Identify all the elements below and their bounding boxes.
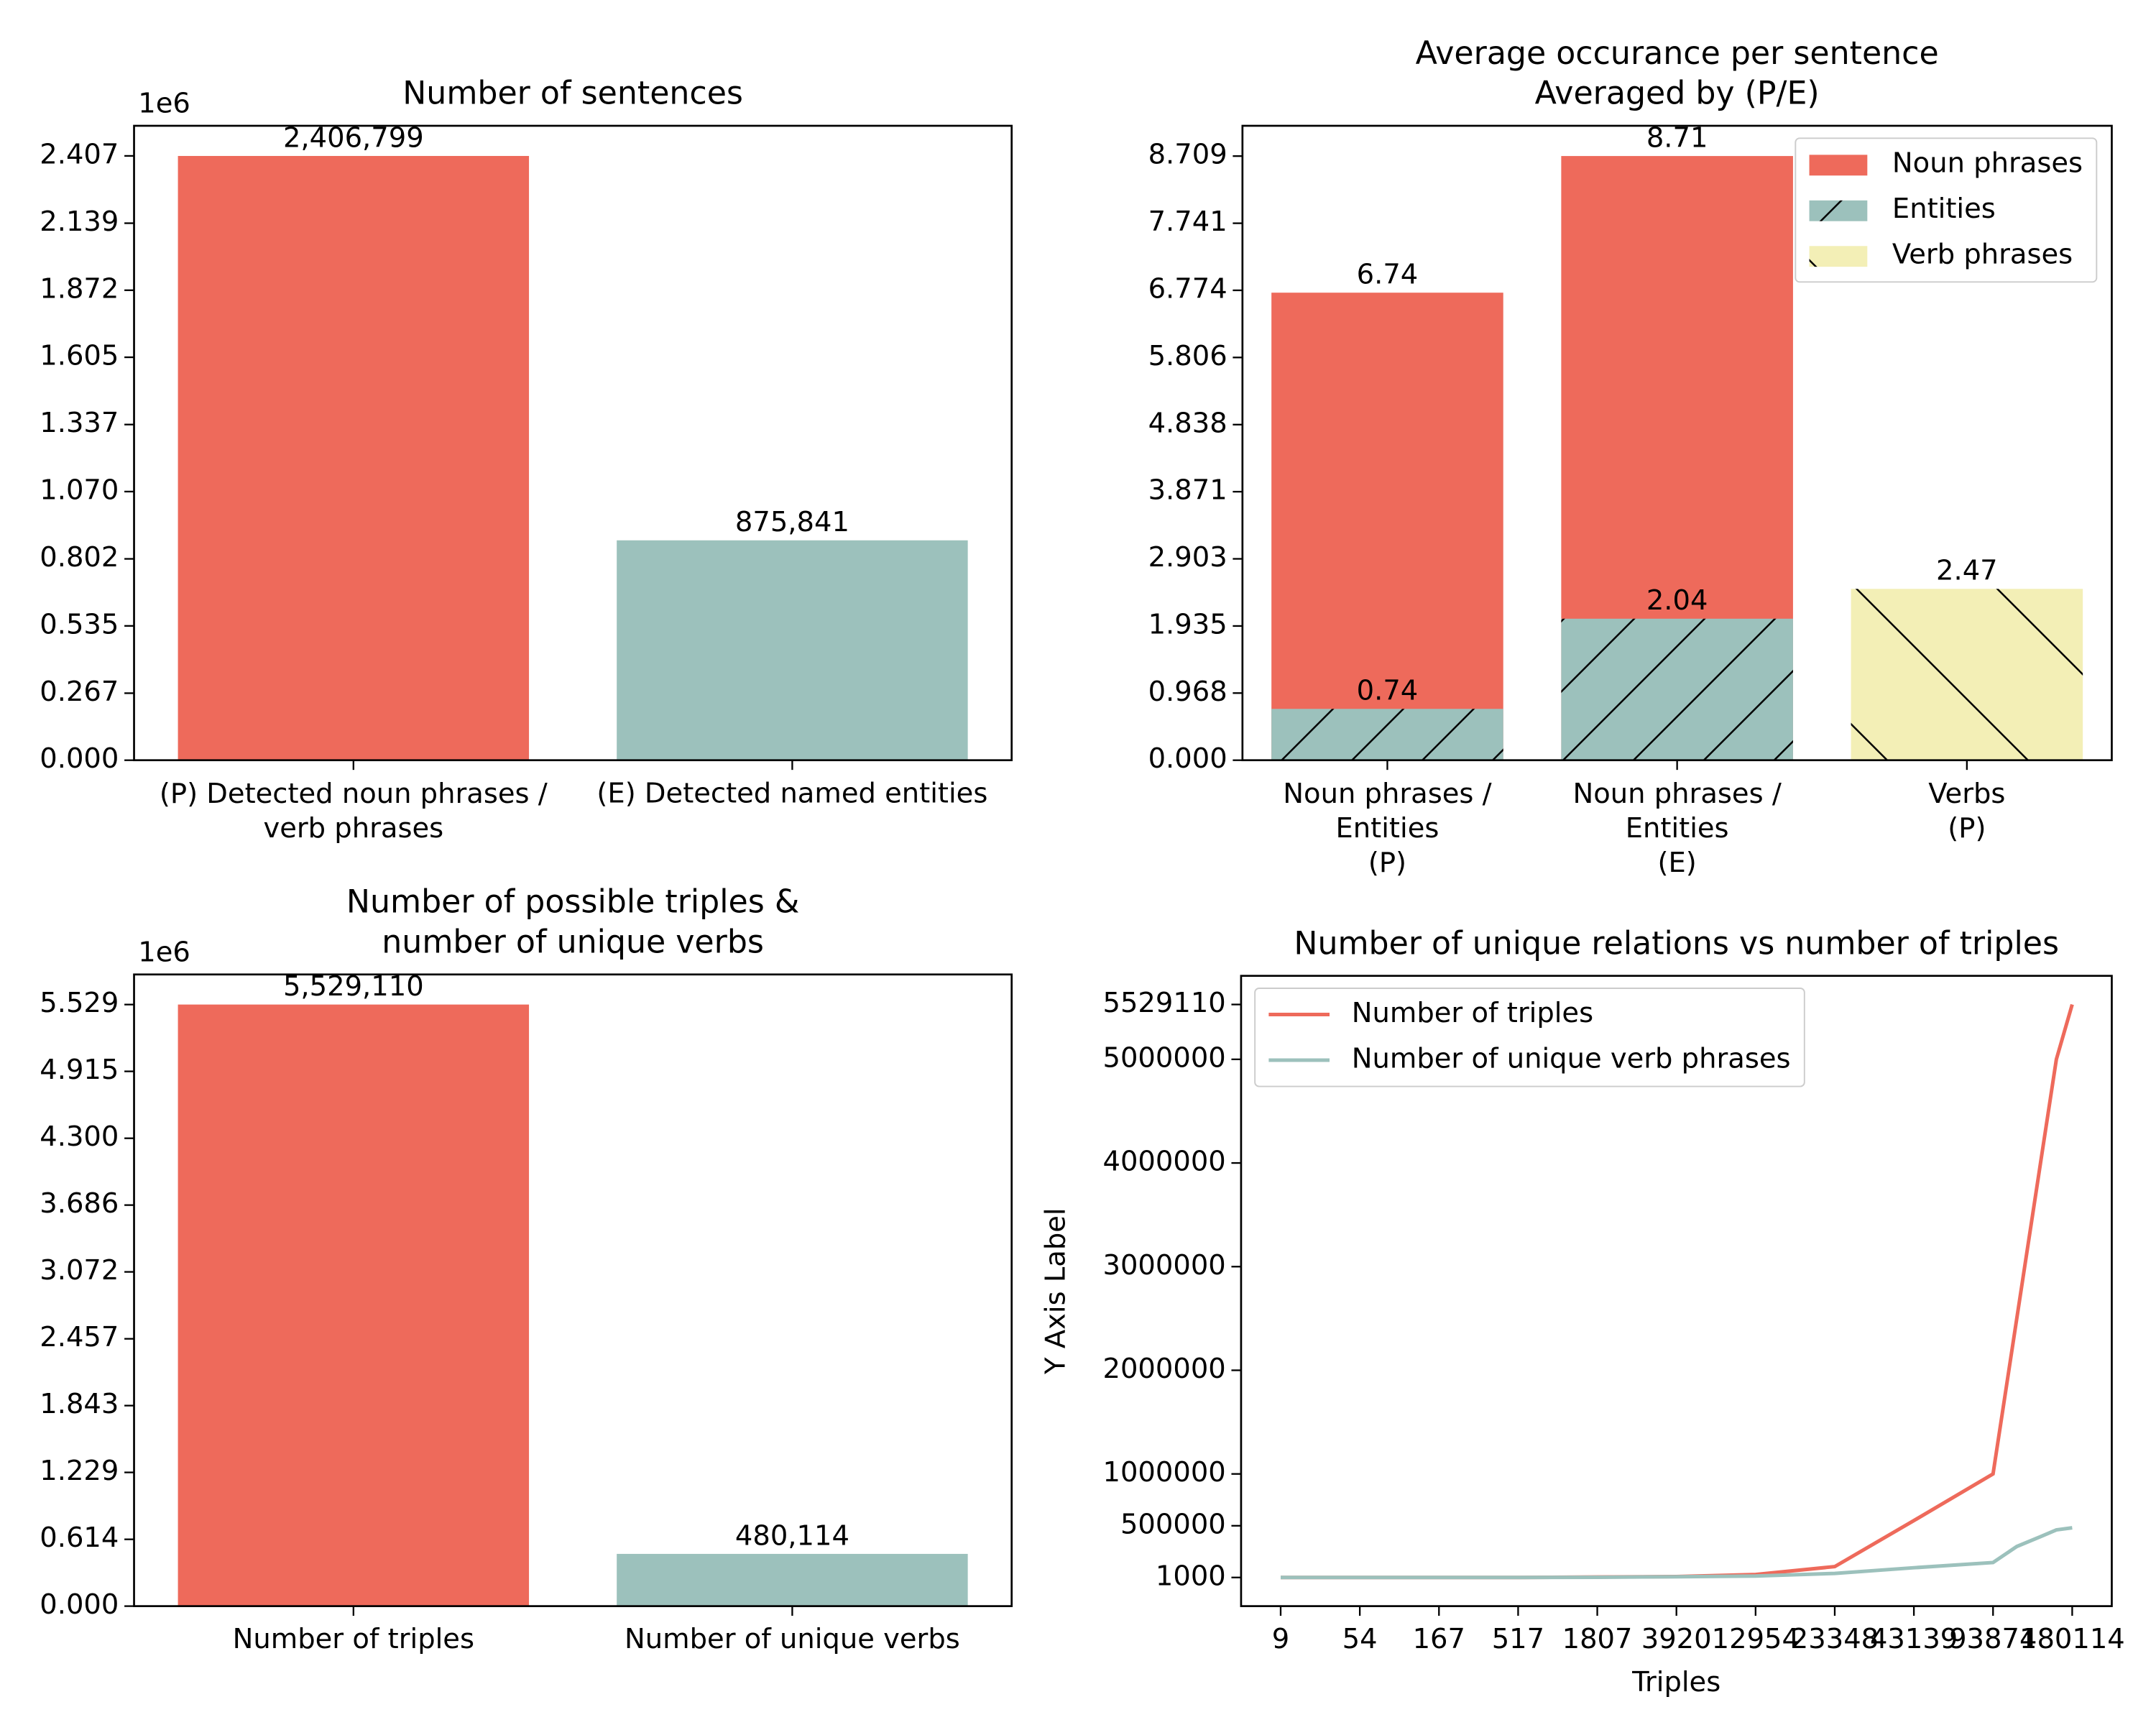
value-label: 8.71 [1646, 122, 1708, 155]
y-tick-label: 500000 [1120, 1508, 1226, 1540]
x-tick-label: 517 [1492, 1623, 1544, 1655]
legend-label: Verb phrases [1892, 238, 2073, 270]
value-label: 480,114 [735, 1519, 849, 1552]
chart-title: Number of possible triples & number of un… [346, 884, 799, 961]
legend-box [1254, 988, 1805, 1087]
bar [1561, 618, 1793, 760]
bar [617, 1553, 968, 1606]
y-tick-label: 1.872 [40, 272, 119, 305]
bar [1851, 589, 2083, 760]
y-tick-label: 1.070 [40, 474, 119, 506]
axes-frame [1240, 975, 2113, 1607]
y-tick-label: 1.605 [40, 340, 119, 372]
value-label: 2,406,799 [283, 121, 424, 154]
y-tick-label: 4.838 [1148, 407, 1227, 439]
legend-label: Noun phrases [1892, 147, 2083, 179]
x-tick-label: 3920 [1641, 1623, 1712, 1655]
x-tick-label: 9 [1272, 1623, 1289, 1655]
y-tick-label: 0.968 [1148, 676, 1227, 708]
y-tick-label: 2.457 [40, 1321, 119, 1353]
x-tick-label: Noun phrases / Entities (P) [1283, 777, 1491, 878]
y-tick-label: 0.535 [40, 608, 119, 640]
bar [178, 155, 530, 760]
x-tick-label: Number of unique verbs [625, 1623, 960, 1655]
legend-swatch [1809, 200, 1868, 221]
x-tick-label: 43139 [1870, 1623, 1958, 1655]
x-tick-label: 54 [1342, 1623, 1378, 1655]
y-tick-label: 2.139 [40, 206, 119, 238]
value-label: 5,529,110 [283, 970, 424, 1003]
value-label: 0.74 [1357, 675, 1419, 707]
y-tick-label: 3.686 [40, 1187, 119, 1220]
y-tick-label: 0.000 [40, 742, 119, 775]
y-tick-label: 1.935 [1148, 608, 1227, 640]
legend-swatch [1809, 246, 1868, 267]
y-tick-label: 3.072 [40, 1254, 119, 1287]
axes-frame [133, 973, 1013, 1607]
legend-label: Number of triples [1352, 997, 1593, 1029]
x-tick-label: 180114 [2019, 1623, 2125, 1655]
y-tick-label: 4.300 [40, 1121, 119, 1153]
y-tick-label: 6.774 [1148, 272, 1227, 305]
y-tick-label: 1.229 [40, 1455, 119, 1487]
bar [178, 1004, 530, 1606]
bar [1271, 709, 1503, 760]
value-label: 875,841 [735, 506, 849, 538]
y-tick-label: 5529110 [1103, 987, 1226, 1019]
y-tick-label: 0.000 [1148, 742, 1227, 775]
axes-frame [1241, 124, 2113, 762]
x-tick-label: 12954 [1712, 1623, 1800, 1655]
y-tick-label: 1000 [1156, 1560, 1226, 1592]
x-tick-label: 93874 [1949, 1623, 2037, 1655]
y-axis-label: Y Axis Label [1040, 1208, 1072, 1374]
y-tick-label: 1.843 [40, 1388, 119, 1420]
y-tick-label: 0.000 [40, 1588, 119, 1621]
legend: Noun phrases Entities Verb phrases [1795, 137, 2098, 283]
y-tick-label: 2000000 [1103, 1353, 1226, 1385]
x-tick-label: 167 [1413, 1623, 1465, 1655]
x-tick-label: 23348 [1791, 1623, 1879, 1655]
value-label: 6.74 [1357, 259, 1419, 291]
x-tick-label: (E) Detected named entities [596, 777, 987, 809]
y-tick-label: 8.709 [1148, 139, 1227, 171]
chart-title: Number of sentences [402, 75, 743, 112]
x-axis-label: Triples [1631, 1666, 1720, 1698]
axes-frame [133, 124, 1013, 762]
x-tick-label: (P) Detected noun phrases / verb phrases [160, 777, 548, 844]
legend-label: Number of unique verb phrases [1352, 1043, 1791, 1075]
legend-label: Entities [1892, 193, 1996, 225]
legend: Number of triples Number of unique verb p… [1254, 988, 1805, 1087]
y-tick-label: 0.614 [40, 1522, 119, 1554]
y-tick-label: 4.915 [40, 1054, 119, 1086]
x-tick-label: Noun phrases / Entities (E) [1572, 777, 1781, 878]
y-tick-label: 5000000 [1103, 1041, 1226, 1074]
y-tick-label: 1000000 [1103, 1456, 1226, 1489]
bar [617, 540, 968, 760]
offset-text: 1e6 [138, 936, 190, 968]
x-tick-label: Verbs (P) [1928, 777, 2005, 844]
y-tick-label: 3.871 [1148, 474, 1227, 507]
value-label: 2.47 [1936, 555, 1998, 587]
x-tick-label: 1807 [1562, 1623, 1633, 1655]
y-tick-label: 5.806 [1148, 340, 1227, 372]
y-tick-label: 2.903 [1148, 541, 1227, 574]
x-tick-label: Number of triples [233, 1623, 474, 1655]
y-tick-label: 5.529 [40, 987, 119, 1019]
y-tick-label: 0.267 [40, 676, 119, 708]
chart-title: Average occurance per sentence Averaged b… [1416, 35, 1939, 112]
line-series [1281, 1526, 2073, 1580]
legend-box [1795, 137, 2098, 283]
y-tick-label: 2.407 [40, 138, 119, 170]
value-label: 2.04 [1646, 584, 1708, 617]
y-tick-label: 0.802 [40, 541, 119, 574]
y-tick-label: 4000000 [1103, 1146, 1226, 1178]
legend-swatch [1809, 155, 1868, 176]
y-tick-label: 1.337 [40, 407, 119, 439]
y-tick-label: 3000000 [1103, 1249, 1226, 1282]
y-tick-label: 7.741 [1148, 206, 1227, 238]
chart-title: Number of unique relations vs number of … [1294, 925, 2059, 962]
offset-text: 1e6 [138, 88, 190, 120]
bar [1271, 293, 1503, 760]
